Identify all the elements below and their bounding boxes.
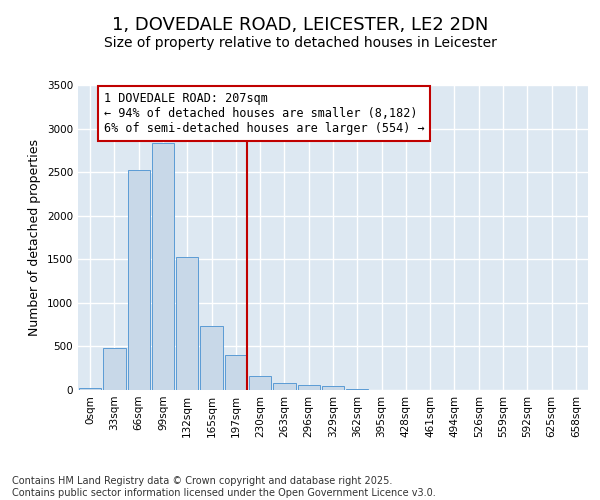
Bar [152,142,174,390]
Text: Contains HM Land Registry data © Crown copyright and database right 2025.
Contai: Contains HM Land Registry data © Crown c… [12,476,436,498]
Bar [224,355,247,390]
Bar [200,326,223,390]
Text: 1 DOVEDALE ROAD: 207sqm
← 94% of detached houses are smaller (8,182)
6% of semi-: 1 DOVEDALE ROAD: 207sqm ← 94% of detache… [104,92,424,135]
Bar [249,376,271,390]
Bar [298,385,320,390]
Text: 1, DOVEDALE ROAD, LEICESTER, LE2 2DN: 1, DOVEDALE ROAD, LEICESTER, LE2 2DN [112,16,488,34]
Bar [322,386,344,390]
Bar [128,170,150,390]
Bar [346,389,368,390]
Text: Size of property relative to detached houses in Leicester: Size of property relative to detached ho… [104,36,496,50]
Bar [103,348,125,390]
Bar [176,256,199,390]
Bar [273,384,296,390]
Y-axis label: Number of detached properties: Number of detached properties [28,139,41,336]
Bar [79,388,101,390]
